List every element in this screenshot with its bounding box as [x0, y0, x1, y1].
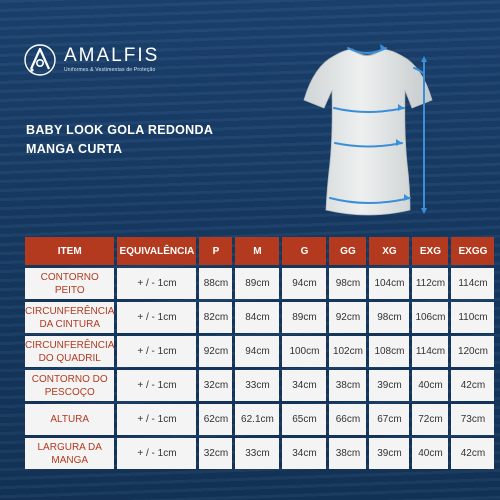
- value-cell: 104cm: [369, 268, 410, 299]
- row-label: CIRCUNFERÊNCIA DO QUADRIL: [25, 336, 115, 367]
- product-title-line1: BABY LOOK GOLA REDONDA: [26, 123, 214, 137]
- value-cell: 33cm: [235, 370, 280, 401]
- value-cell: 34cm: [282, 438, 327, 469]
- value-cell: 112cm: [412, 268, 449, 299]
- value-cell: 98cm: [329, 268, 367, 299]
- value-cell: 102cm: [329, 336, 367, 367]
- value-cell: 39cm: [369, 438, 410, 469]
- brand-name: AMALFIS: [64, 45, 160, 66]
- value-cell: 114cm: [451, 268, 495, 299]
- row-label: CONTORNO DO PESCOÇO: [25, 370, 115, 401]
- header-size-p: P: [199, 237, 233, 265]
- value-cell: 114cm: [412, 336, 449, 367]
- equivalence-cell: + / - 1cm: [117, 438, 197, 469]
- header-size-m: M: [235, 237, 280, 265]
- value-cell: 67cm: [369, 404, 410, 435]
- header-size-exgg: EXGG: [451, 237, 495, 265]
- value-cell: 88cm: [199, 268, 233, 299]
- table-row: CONTORNO PEITO + / - 1cm 88cm 89cm 94cm 9…: [25, 268, 495, 299]
- value-cell: 106cm: [412, 302, 449, 333]
- value-cell: 108cm: [369, 336, 410, 367]
- value-cell: 84cm: [235, 302, 280, 333]
- value-cell: 39cm: [369, 370, 410, 401]
- value-cell: 32cm: [199, 438, 233, 469]
- table-row: ALTURA + / - 1cm 62cm 62.1cm 65cm 66cm 6…: [25, 404, 495, 435]
- header-size-g: G: [282, 237, 327, 265]
- equivalence-cell: + / - 1cm: [117, 336, 197, 367]
- size-table: ITEM EQUIVALÊNCIA P M G GG XG EXG EXGG C…: [22, 234, 497, 472]
- header-item: ITEM: [25, 237, 115, 265]
- row-label: LARGURA DA MANGA: [25, 438, 115, 469]
- header-size-gg: GG: [329, 237, 367, 265]
- row-label: ALTURA: [25, 404, 115, 435]
- header-size-exg: EXG: [412, 237, 449, 265]
- value-cell: 92cm: [329, 302, 367, 333]
- value-cell: 40cm: [412, 438, 449, 469]
- value-cell: 33cm: [235, 438, 280, 469]
- value-cell: 62.1cm: [235, 404, 280, 435]
- row-label: CONTORNO PEITO: [25, 268, 115, 299]
- value-cell: 65cm: [282, 404, 327, 435]
- header-equivalence: EQUIVALÊNCIA: [117, 237, 197, 265]
- value-cell: 32cm: [199, 370, 233, 401]
- value-cell: 100cm: [282, 336, 327, 367]
- value-cell: 89cm: [282, 302, 327, 333]
- value-cell: 94cm: [282, 268, 327, 299]
- value-cell: 34cm: [282, 370, 327, 401]
- product-title-line2: MANGA CURTA: [26, 142, 123, 156]
- brand-logo: AMALFIS Uniformes & Vestimentas de Prote…: [22, 40, 159, 80]
- brand-tagline: Uniformes & Vestimentas de Proteção: [64, 67, 156, 73]
- equivalence-cell: + / - 1cm: [117, 404, 197, 435]
- value-cell: 110cm: [451, 302, 495, 333]
- value-cell: 120cm: [451, 336, 495, 367]
- value-cell: 38cm: [329, 370, 367, 401]
- value-cell: 89cm: [235, 268, 280, 299]
- value-cell: 38cm: [329, 438, 367, 469]
- value-cell: 73cm: [451, 404, 495, 435]
- amalfis-logo-icon: [24, 44, 56, 76]
- value-cell: 94cm: [235, 336, 280, 367]
- table-row: CIRCUNFERÊNCIA DA CINTURA + / - 1cm 82cm …: [25, 302, 495, 333]
- table-header-row: ITEM EQUIVALÊNCIA P M G GG XG EXG EXGG: [25, 237, 495, 265]
- product-title: BABY LOOK GOLA REDONDA MANGA CURTA: [26, 121, 213, 159]
- value-cell: 40cm: [412, 370, 449, 401]
- header-size-xg: XG: [369, 237, 410, 265]
- equivalence-cell: + / - 1cm: [117, 370, 197, 401]
- table-row: CONTORNO DO PESCOÇO + / - 1cm 32cm 33cm 3…: [25, 370, 495, 401]
- equivalence-cell: + / - 1cm: [117, 268, 197, 299]
- table-row: LARGURA DA MANGA + / - 1cm 32cm 33cm 34cm…: [25, 438, 495, 469]
- tshirt-illustration: [303, 44, 433, 216]
- value-cell: 42cm: [451, 370, 495, 401]
- value-cell: 42cm: [451, 438, 495, 469]
- value-cell: 92cm: [199, 336, 233, 367]
- value-cell: 72cm: [412, 404, 449, 435]
- value-cell: 82cm: [199, 302, 233, 333]
- value-cell: 62cm: [199, 404, 233, 435]
- row-label: CIRCUNFERÊNCIA DA CINTURA: [25, 302, 115, 333]
- equivalence-cell: + / - 1cm: [117, 302, 197, 333]
- value-cell: 66cm: [329, 404, 367, 435]
- table-row: CIRCUNFERÊNCIA DO QUADRIL + / - 1cm 92cm …: [25, 336, 495, 367]
- value-cell: 98cm: [369, 302, 410, 333]
